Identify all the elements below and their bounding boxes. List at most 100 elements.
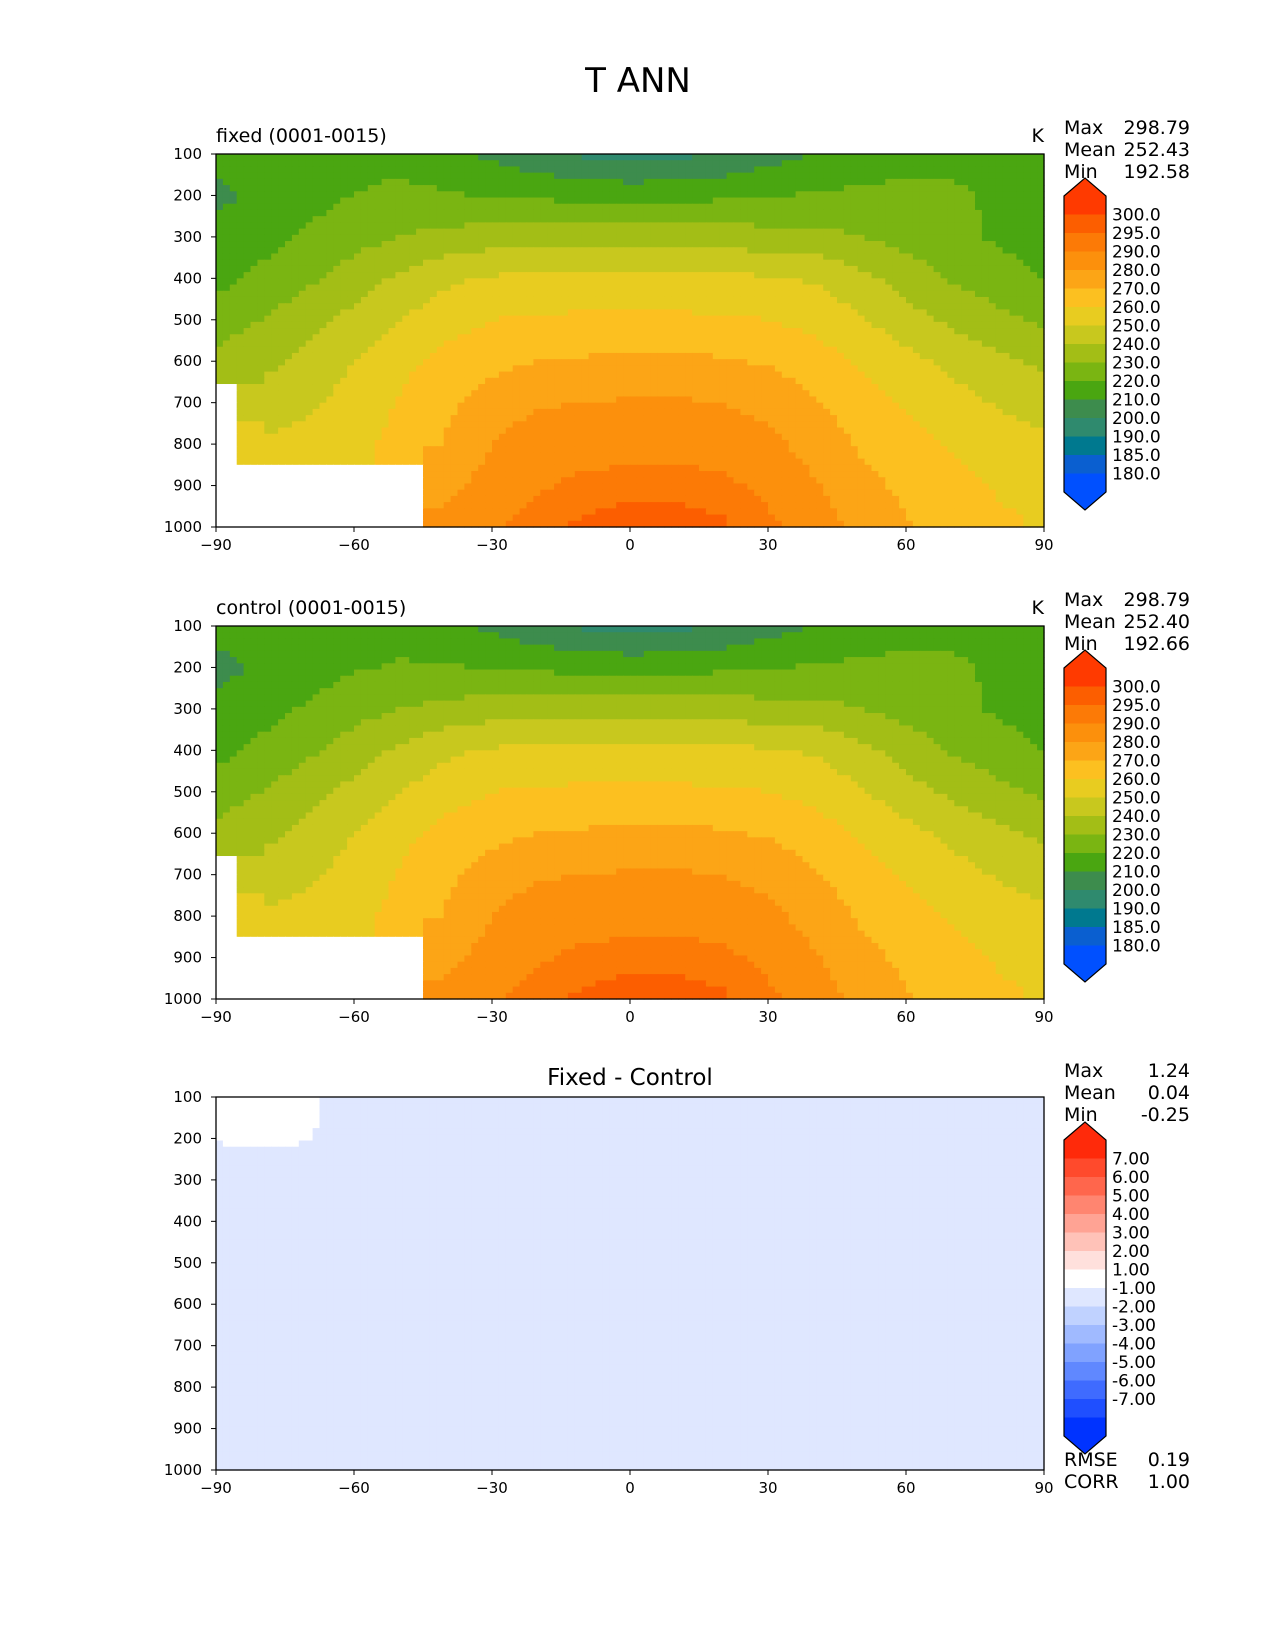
field-cell — [816, 178, 824, 186]
field-cell — [664, 346, 672, 354]
field-cell — [830, 272, 838, 279]
field-cell — [975, 346, 983, 354]
field-cell — [340, 334, 348, 342]
field-cell — [685, 191, 693, 199]
field-cell — [547, 321, 555, 329]
field-cell — [968, 216, 976, 223]
field-cell — [436, 228, 445, 236]
field-cell — [968, 315, 976, 323]
field-cell — [581, 253, 590, 261]
field-cell — [623, 278, 631, 286]
field-cell — [409, 247, 417, 255]
field-cell — [837, 191, 845, 199]
field-cell — [975, 160, 983, 168]
field-cell — [705, 303, 714, 311]
field-cell — [229, 228, 238, 236]
field-cell — [278, 160, 286, 168]
field-cell — [740, 315, 748, 323]
field-cell — [850, 222, 859, 230]
field-cell — [581, 284, 590, 292]
field-cell — [533, 408, 541, 416]
field-cell — [1037, 272, 1045, 279]
field-cell — [409, 284, 417, 292]
field-cell — [554, 160, 562, 168]
field-cell — [774, 166, 783, 174]
field-cell — [381, 272, 390, 279]
field-cell — [312, 265, 321, 273]
field-cell — [498, 247, 507, 255]
field-cell — [864, 185, 873, 192]
field-cell — [926, 178, 935, 186]
field-cell — [347, 346, 355, 354]
field-cell — [981, 265, 990, 273]
field-cell — [1016, 365, 1024, 373]
field-cell — [423, 296, 431, 304]
field-cell — [471, 346, 479, 354]
field-cell — [326, 377, 334, 385]
field-cell — [719, 334, 728, 342]
field-cell — [699, 321, 707, 329]
field-cell — [333, 359, 341, 366]
field-cell — [816, 154, 824, 161]
field-cell — [388, 234, 396, 242]
field-cell — [795, 296, 804, 304]
field-cell — [471, 247, 479, 255]
field-cell — [692, 309, 700, 317]
field-cell — [464, 178, 472, 186]
field-cell — [940, 197, 948, 205]
field-cell — [837, 253, 845, 261]
field-cell — [774, 359, 783, 366]
field-cell — [954, 253, 962, 261]
field-cell — [1016, 402, 1024, 410]
field-cell — [595, 172, 603, 180]
field-cell — [319, 185, 327, 192]
field-cell — [367, 371, 376, 379]
field-cell — [954, 334, 962, 342]
field-cell — [795, 228, 804, 236]
field-cell — [540, 315, 548, 323]
field-cell — [291, 154, 300, 161]
field-cell — [988, 359, 997, 366]
field-cell — [1023, 352, 1031, 360]
field-cell — [671, 352, 679, 360]
field-cell — [485, 209, 493, 217]
field-cell — [864, 253, 873, 261]
field-cell — [947, 396, 955, 404]
field-cell — [319, 166, 327, 174]
field-cell — [498, 265, 507, 273]
field-cell — [1037, 278, 1045, 286]
field-cell — [547, 296, 555, 304]
field-cell — [912, 296, 921, 304]
field-cell — [216, 166, 224, 174]
field-cell — [802, 352, 810, 360]
field-cell — [712, 178, 721, 186]
field-cell — [595, 197, 603, 205]
field-cell — [609, 402, 617, 410]
field-cell — [236, 377, 245, 385]
field-cell — [830, 352, 838, 360]
field-cell — [636, 241, 645, 248]
field-cell — [423, 228, 431, 236]
field-cell — [222, 234, 231, 242]
field-cell — [940, 390, 948, 398]
field-cell — [981, 377, 990, 385]
field-cell — [616, 166, 624, 174]
field-cell — [843, 371, 852, 379]
field-cell — [1023, 384, 1031, 391]
field-cell — [857, 384, 866, 391]
field-cell — [243, 396, 252, 404]
field-cell — [457, 309, 465, 317]
field-cell — [250, 197, 258, 205]
field-cell — [547, 328, 555, 335]
field-cell — [567, 253, 576, 261]
field-cell — [754, 278, 762, 286]
field-cell — [443, 197, 452, 205]
field-cell — [636, 154, 645, 161]
field-cell — [271, 209, 279, 217]
field-cell — [457, 340, 465, 348]
field-cell — [478, 272, 486, 279]
field-cell — [774, 296, 783, 304]
field-cell — [630, 259, 638, 267]
field-cell — [1002, 241, 1011, 248]
field-cell — [968, 160, 976, 168]
